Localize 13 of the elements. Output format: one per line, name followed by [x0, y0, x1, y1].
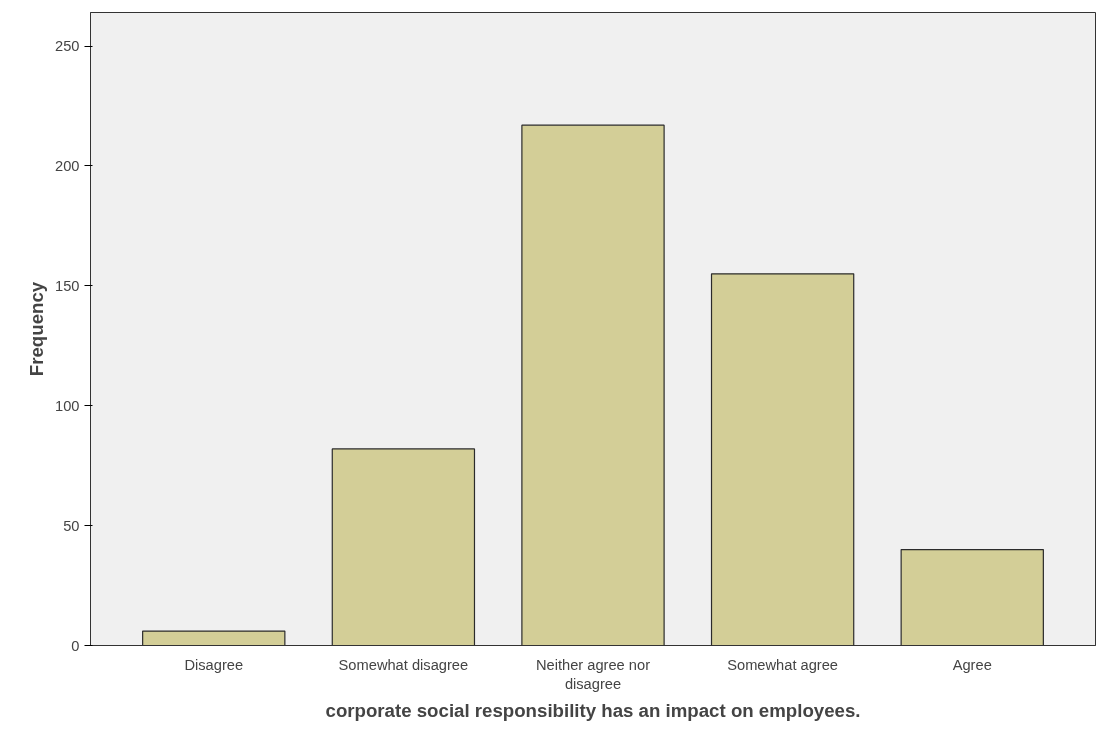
y-tick-label: 100: [55, 397, 80, 414]
y-tick-label: 50: [63, 517, 80, 534]
y-tick-label: 150: [55, 277, 80, 294]
x-axis-title: corporate social responsibility has an impact on employees.: [325, 699, 861, 721]
x-tick-label: Somewhat agree: [727, 656, 839, 673]
y-tick-label: 0: [71, 637, 80, 654]
y-tick-label: 250: [55, 38, 80, 55]
y-tick-label: 200: [55, 157, 80, 174]
x-tick-label: Agree: [952, 656, 992, 673]
x-tick-label: Disagree: [184, 656, 244, 673]
x-tick-label: Neither agree nor disagree: [535, 656, 651, 692]
y-axis-title: Frequency: [26, 281, 48, 377]
x-tick-label: Somewhat disagree: [338, 656, 469, 673]
